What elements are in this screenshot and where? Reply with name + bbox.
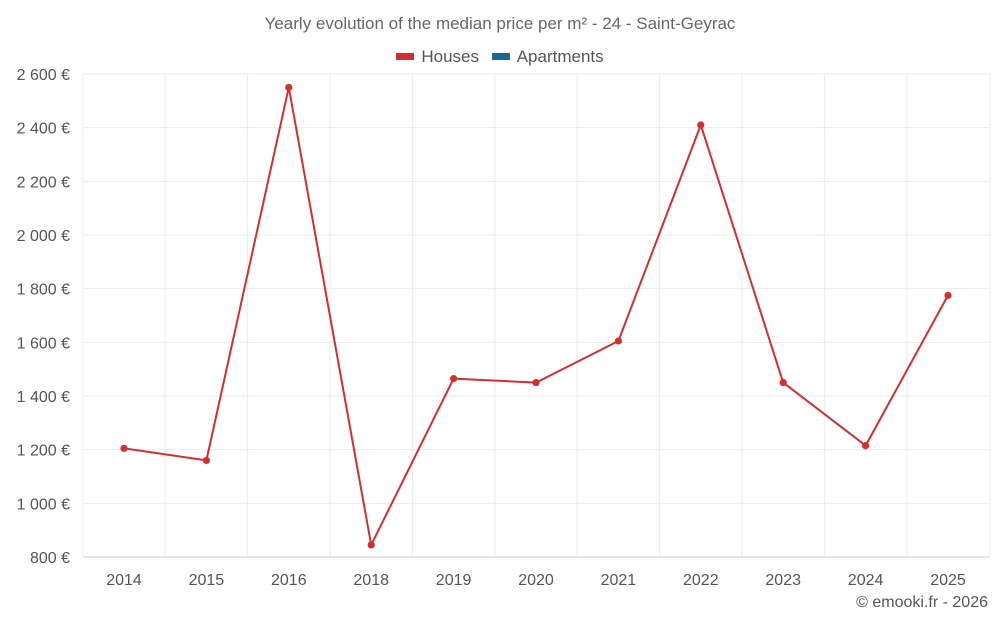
legend-item-apartments[interactable]: Apartments	[491, 46, 604, 67]
x-tick-label: 2024	[848, 572, 884, 589]
legend-label-houses: Houses	[421, 46, 479, 66]
legend-item-houses[interactable]: Houses	[396, 47, 479, 67]
x-tick-label: 2016	[271, 572, 307, 589]
x-tick-label: 2014	[106, 572, 142, 589]
y-tick-label: 2 600 €	[17, 67, 70, 84]
y-tick-label: 2 400 €	[17, 121, 70, 138]
data-point	[120, 444, 128, 452]
y-tick-label: 1 000 €	[17, 496, 70, 513]
legend-swatch-apartments	[491, 53, 510, 60]
chart-legend: Houses Apartments	[0, 45, 1000, 67]
x-tick-label: 2018	[353, 572, 389, 589]
x-tick-label: 2020	[518, 572, 554, 589]
data-point	[862, 442, 870, 450]
legend-label-apartments: Apartments	[516, 46, 604, 66]
data-point	[944, 291, 952, 299]
data-point	[697, 121, 705, 129]
axis-layer: 800 € 1 000 € 1 200 € 1 400 € 1 600 € 1 800 €…	[17, 67, 966, 589]
data-point	[532, 378, 540, 387]
y-tick-label: 2 000 €	[17, 228, 70, 245]
x-tick-label: 2021	[601, 572, 637, 589]
series-layer	[120, 83, 952, 549]
data-point	[614, 337, 623, 345]
x-tick-label: 2015	[189, 572, 225, 589]
y-tick-label: 1 800 €	[17, 282, 70, 299]
y-tick-label: 1 400 €	[17, 389, 70, 406]
chart-title: Yearly evolution of the median price per…	[264, 14, 736, 33]
data-point	[779, 378, 787, 387]
data-point	[285, 83, 293, 92]
y-tick-label: 2 200 €	[17, 174, 70, 191]
data-point	[450, 374, 458, 383]
x-tick-label: 2023	[765, 572, 801, 589]
y-tick-label: 1 600 €	[17, 335, 70, 352]
data-point	[202, 456, 210, 464]
x-tick-label: 2025	[930, 572, 966, 589]
footer-credit: © emooki.fr - 2026	[856, 594, 988, 611]
grid-layer	[82, 73, 991, 558]
x-tick-label: 2022	[683, 572, 719, 589]
legend-swatch-houses	[396, 53, 415, 60]
y-tick-label: 800 €	[30, 550, 70, 567]
x-tick-label: 2019	[436, 572, 472, 589]
data-point	[367, 541, 375, 549]
y-tick-label: 1 200 €	[17, 443, 70, 460]
